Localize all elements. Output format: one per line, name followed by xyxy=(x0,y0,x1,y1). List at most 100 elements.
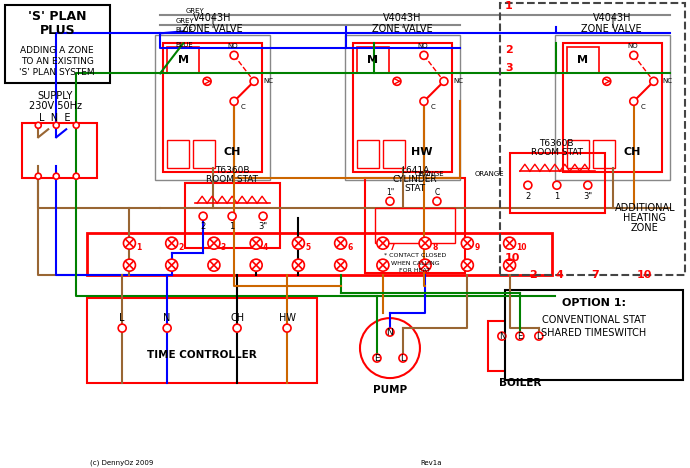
Bar xyxy=(87,233,552,275)
Circle shape xyxy=(199,212,207,220)
Text: M: M xyxy=(368,55,379,66)
Circle shape xyxy=(630,97,638,105)
Text: FOR HEAT: FOR HEAT xyxy=(400,268,431,273)
Text: ROOM STAT: ROOM STAT xyxy=(206,175,258,184)
Text: 10: 10 xyxy=(637,270,653,280)
Text: BOILER: BOILER xyxy=(499,378,541,388)
Text: N: N xyxy=(386,328,393,336)
Circle shape xyxy=(73,122,79,128)
Circle shape xyxy=(118,324,126,332)
Text: 10: 10 xyxy=(505,253,520,263)
Text: L  N  E: L N E xyxy=(39,113,71,123)
Circle shape xyxy=(166,259,178,271)
Text: C: C xyxy=(431,104,435,110)
Text: NO: NO xyxy=(417,44,428,49)
Text: NC: NC xyxy=(263,78,273,84)
Text: N: N xyxy=(164,313,171,323)
Text: 2: 2 xyxy=(505,45,513,55)
Text: 5: 5 xyxy=(306,243,310,252)
Text: M: M xyxy=(177,55,188,66)
Text: (c) DennyOz 2009: (c) DennyOz 2009 xyxy=(90,460,154,466)
Text: 6: 6 xyxy=(348,243,353,252)
Text: Rev1a: Rev1a xyxy=(420,460,442,466)
Text: 'S' PLAN: 'S' PLAN xyxy=(28,10,86,23)
Circle shape xyxy=(433,197,441,205)
Text: 1: 1 xyxy=(230,222,235,231)
Text: V4043H: V4043H xyxy=(593,14,631,23)
Circle shape xyxy=(53,173,59,179)
Bar xyxy=(566,140,589,168)
Circle shape xyxy=(35,122,41,128)
Text: L641A: L641A xyxy=(401,166,429,175)
Bar xyxy=(375,208,455,243)
Circle shape xyxy=(73,173,79,179)
Text: NO: NO xyxy=(627,44,638,49)
Text: 1: 1 xyxy=(505,1,513,11)
Bar xyxy=(563,44,662,172)
Text: 1: 1 xyxy=(554,192,560,201)
Circle shape xyxy=(373,354,381,362)
Bar xyxy=(357,140,379,168)
Text: M: M xyxy=(578,55,589,66)
Text: 7: 7 xyxy=(390,243,395,252)
Circle shape xyxy=(603,77,611,85)
Circle shape xyxy=(163,324,171,332)
Text: HW: HW xyxy=(411,147,433,157)
Text: NO: NO xyxy=(228,44,239,49)
Circle shape xyxy=(419,259,431,271)
Circle shape xyxy=(360,318,420,378)
Text: ZONE VALVE: ZONE VALVE xyxy=(181,24,242,34)
Text: SHARED TIMESWITCH: SHARED TIMESWITCH xyxy=(541,328,647,338)
Text: 2: 2 xyxy=(179,243,184,252)
Text: 9: 9 xyxy=(474,243,480,252)
Text: TO AN EXISTING: TO AN EXISTING xyxy=(21,57,94,66)
Bar xyxy=(365,178,465,273)
Text: 8: 8 xyxy=(432,243,437,252)
Text: CONVENTIONAL STAT: CONVENTIONAL STAT xyxy=(542,315,646,325)
Circle shape xyxy=(498,332,506,340)
Text: CH: CH xyxy=(623,147,641,157)
Circle shape xyxy=(462,259,473,271)
Circle shape xyxy=(516,332,524,340)
Text: ADDING A ZONE: ADDING A ZONE xyxy=(21,46,94,55)
Circle shape xyxy=(524,181,532,189)
Text: BLUE: BLUE xyxy=(175,27,193,33)
Text: 7: 7 xyxy=(591,270,599,280)
Circle shape xyxy=(650,77,658,85)
Circle shape xyxy=(420,97,428,105)
Text: ORANGE: ORANGE xyxy=(475,171,504,177)
Circle shape xyxy=(335,259,346,271)
Text: 4: 4 xyxy=(263,243,268,252)
Circle shape xyxy=(250,77,258,85)
Text: 'S' PLAN SYSTEM: 'S' PLAN SYSTEM xyxy=(19,68,95,77)
Circle shape xyxy=(35,173,41,179)
Circle shape xyxy=(230,51,238,59)
Text: ADDITIONAL: ADDITIONAL xyxy=(614,203,675,213)
Text: L: L xyxy=(400,354,406,363)
Bar xyxy=(22,123,97,178)
Circle shape xyxy=(462,237,473,249)
Circle shape xyxy=(504,259,515,271)
Circle shape xyxy=(535,332,543,340)
Text: * CONTACT CLOSED: * CONTACT CLOSED xyxy=(384,253,446,258)
Text: C: C xyxy=(241,104,246,110)
Bar xyxy=(566,47,599,73)
Circle shape xyxy=(386,197,394,205)
Bar xyxy=(593,140,615,168)
Circle shape xyxy=(377,237,389,249)
Text: V4043H: V4043H xyxy=(193,14,231,23)
Circle shape xyxy=(228,212,236,220)
Bar xyxy=(357,47,389,73)
Bar xyxy=(185,183,280,248)
Bar xyxy=(383,140,405,168)
Text: ZONE: ZONE xyxy=(631,223,659,233)
Text: N: N xyxy=(499,332,505,341)
Text: 230V 50Hz: 230V 50Hz xyxy=(29,101,81,111)
Circle shape xyxy=(124,237,135,249)
Text: CH: CH xyxy=(230,313,244,323)
Text: 4: 4 xyxy=(556,270,564,280)
Circle shape xyxy=(553,181,561,189)
Circle shape xyxy=(124,259,135,271)
Text: C: C xyxy=(434,188,440,197)
Circle shape xyxy=(377,259,389,271)
